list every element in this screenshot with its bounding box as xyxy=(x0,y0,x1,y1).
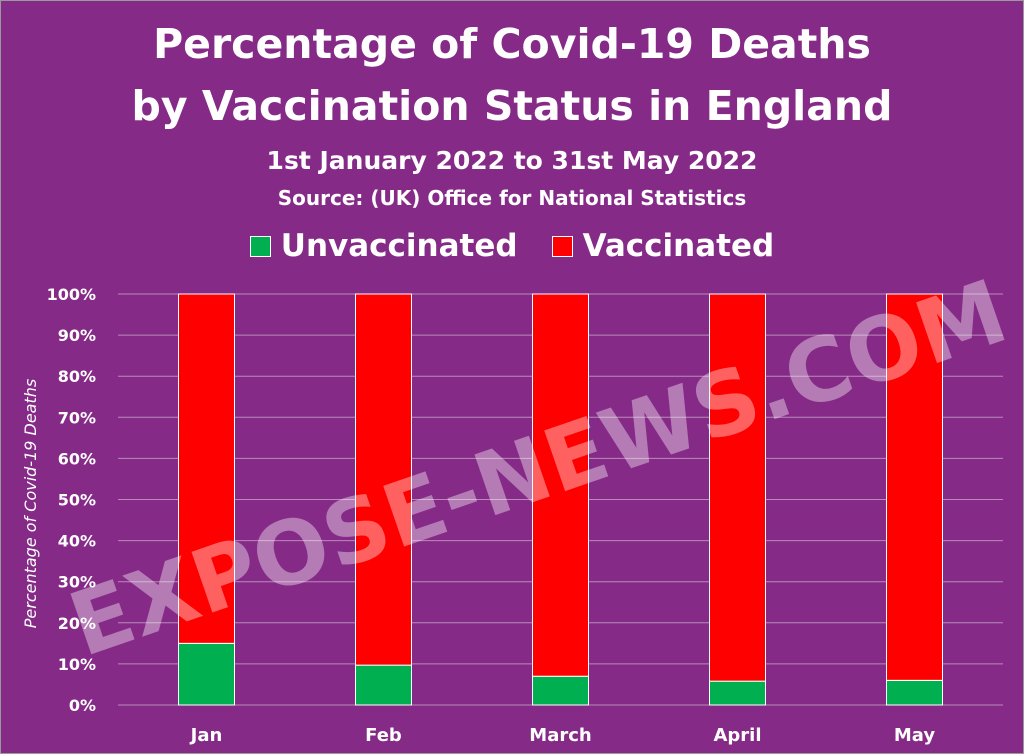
chart-title-line-2: by Vaccination Status in England xyxy=(131,82,893,130)
x-tick-label: March xyxy=(529,725,591,746)
bar-vaccinated-march xyxy=(532,293,589,677)
y-tick-label: 60% xyxy=(58,449,96,468)
x-tick-label: Feb xyxy=(365,725,402,746)
bar-vaccinated-jan xyxy=(178,293,235,644)
x-tick-label: April xyxy=(713,725,761,746)
x-tick-label: May xyxy=(894,725,936,746)
bar-vaccinated-feb xyxy=(355,293,412,666)
bar-unvaccinated-april xyxy=(709,680,766,706)
legend-item-vaccinated: Vaccinated xyxy=(551,226,775,266)
y-tick-label: 30% xyxy=(58,573,96,592)
y-tick-label: 100% xyxy=(47,285,96,304)
y-tick-label: 50% xyxy=(58,491,96,510)
x-tick-label: Jan xyxy=(189,725,223,746)
y-tick-label: 20% xyxy=(58,614,96,633)
bar-unvaccinated-jan xyxy=(178,642,235,706)
chart-subtitle: 1st January 2022 to 31st May 2022 xyxy=(266,146,758,175)
y-tick-label: 40% xyxy=(58,532,96,551)
bar-unvaccinated-march xyxy=(532,675,589,706)
chart-legend: Unvaccinated Vaccinated xyxy=(0,226,1024,266)
chart-source: Source: (UK) Office for National Statist… xyxy=(277,186,747,210)
legend-item-unvaccinated: Unvaccinated xyxy=(249,226,518,266)
legend-swatch-vaccinated xyxy=(551,235,573,257)
y-tick-label: 70% xyxy=(58,408,96,427)
bar-unvaccinated-may xyxy=(886,679,943,706)
bar-vaccinated-may xyxy=(886,293,943,681)
bar-vaccinated-april xyxy=(709,293,766,682)
y-tick-label: 90% xyxy=(58,326,96,345)
legend-swatch-unvaccinated xyxy=(249,235,271,257)
bar-unvaccinated-feb xyxy=(355,664,412,706)
y-tick-label: 10% xyxy=(58,655,96,674)
chart-title-line-1: Percentage of Covid-19 Deaths xyxy=(153,20,871,68)
y-tick-label: 80% xyxy=(58,367,96,386)
legend-label-unvaccinated: Unvaccinated xyxy=(280,228,518,264)
y-axis-label: Percentage of Covid-19 Deaths xyxy=(21,379,40,629)
legend-label-vaccinated: Vaccinated xyxy=(582,228,775,264)
y-tick-label: 0% xyxy=(69,696,96,715)
